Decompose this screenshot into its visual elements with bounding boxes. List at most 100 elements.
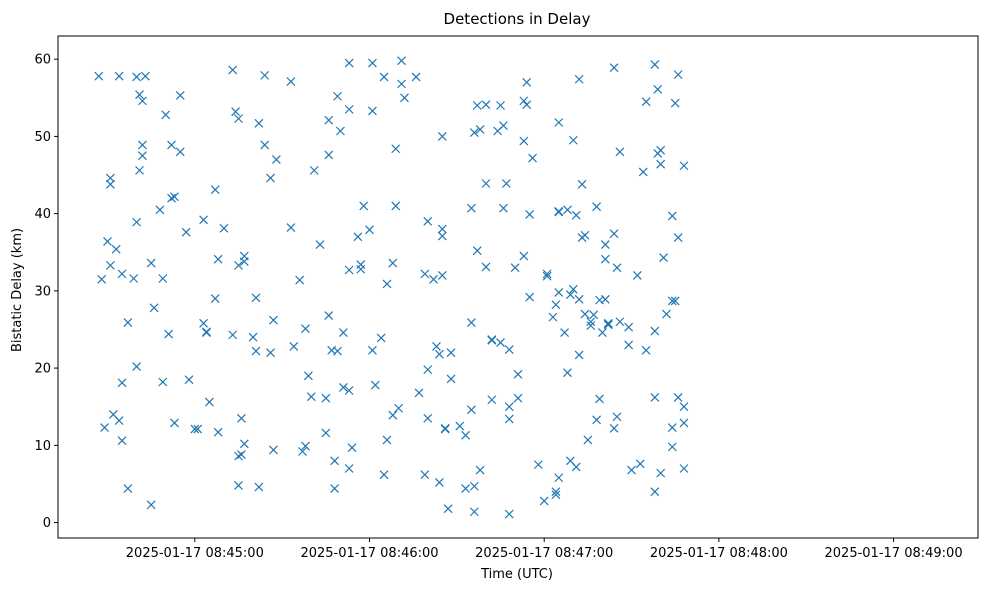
data-point-marker <box>303 371 313 381</box>
data-point-marker <box>632 270 642 280</box>
data-point-marker <box>598 328 607 337</box>
data-point-marker <box>420 470 430 480</box>
data-point-marker <box>589 310 599 320</box>
data-point-marker <box>103 237 112 246</box>
data-point-marker <box>466 203 476 213</box>
data-point-marker <box>592 415 602 425</box>
data-point-marker <box>670 296 680 306</box>
y-tick-label: 50 <box>34 130 51 145</box>
data-point-marker <box>210 294 220 304</box>
data-point-marker <box>612 412 622 422</box>
data-point-marker <box>391 201 401 211</box>
data-point-marker <box>627 465 636 475</box>
data-point-marker <box>155 205 165 215</box>
data-point-marker <box>469 128 479 137</box>
y-tick-label: 0 <box>43 516 51 531</box>
data-point-marker <box>105 179 115 189</box>
data-point-marker <box>434 477 444 487</box>
data-point-marker <box>434 349 444 359</box>
data-point-marker <box>114 71 124 81</box>
plot-frame <box>57 35 979 539</box>
data-point-marker <box>181 227 191 237</box>
data-point-marker <box>580 309 590 319</box>
data-point-marker <box>423 413 433 423</box>
data-point-marker <box>423 365 433 375</box>
data-point-marker <box>522 100 532 110</box>
data-point-marker <box>251 293 261 303</box>
data-point-marker <box>146 258 156 268</box>
data-point-marker <box>356 264 366 274</box>
data-point-marker <box>432 342 441 351</box>
data-point-marker <box>513 393 523 403</box>
data-point-marker <box>333 346 342 356</box>
data-point-marker <box>667 211 677 221</box>
data-point-marker <box>501 179 511 188</box>
data-point-marker <box>135 90 144 100</box>
data-point-marker <box>595 394 604 404</box>
data-point-marker <box>600 240 610 249</box>
data-point-marker <box>472 246 482 256</box>
data-point-marker <box>199 318 208 328</box>
data-point-marker <box>411 72 421 82</box>
x-tick-label: 2025-01-17 08:49:00 <box>825 546 963 561</box>
data-point-marker <box>391 144 401 154</box>
y-tick-label: 60 <box>34 53 51 68</box>
data-point-marker <box>321 428 331 438</box>
y-tick-label: 20 <box>34 362 51 377</box>
x-tick-label: 2025-01-17 08:46:00 <box>300 546 438 561</box>
data-point-marker <box>269 445 278 455</box>
data-point-marker <box>600 254 610 264</box>
data-point-marker <box>513 369 523 379</box>
data-point-marker <box>239 439 249 449</box>
data-point-marker <box>286 77 296 86</box>
data-point-marker <box>420 269 430 279</box>
data-point-marker <box>638 167 648 177</box>
data-point-marker <box>123 318 133 327</box>
data-point-marker <box>496 101 505 110</box>
data-point-marker <box>170 418 179 428</box>
data-point-marker <box>295 275 305 285</box>
data-point-marker <box>551 490 561 500</box>
data-point-marker <box>117 436 127 446</box>
data-point-marker <box>379 470 389 480</box>
data-point-marker <box>673 70 683 80</box>
data-point-marker <box>379 72 389 82</box>
data-point-marker <box>542 269 552 279</box>
data-point-marker <box>315 240 325 249</box>
data-point-marker <box>662 309 671 319</box>
data-point-marker <box>164 329 174 339</box>
data-point-marker <box>600 294 610 304</box>
data-point-marker <box>624 322 634 332</box>
chart-title: Detections in Delay <box>444 10 591 28</box>
data-point-marker <box>400 93 409 103</box>
data-point-marker <box>286 223 296 232</box>
data-point-marker <box>158 377 168 387</box>
data-point-marker <box>368 345 377 355</box>
data-point-marker <box>510 263 520 273</box>
data-point-marker <box>234 451 243 461</box>
data-point-marker <box>481 179 491 188</box>
data-point-marker <box>574 294 584 304</box>
data-point-marker <box>609 63 619 73</box>
data-point-marker <box>568 284 578 294</box>
data-point-marker <box>344 386 354 395</box>
data-point-marker <box>656 145 666 155</box>
data-point-marker <box>429 274 438 284</box>
x-axis-ticks: 2025-01-17 08:45:00 2025-01-17 08:46:00 20… <box>126 538 963 561</box>
data-point-marker <box>475 465 485 475</box>
data-point-marker <box>266 173 275 183</box>
data-point-marker <box>679 418 689 428</box>
data-point-marker <box>344 464 354 473</box>
data-point-marker <box>167 193 176 203</box>
data-point-marker <box>132 72 142 82</box>
data-point-marker <box>111 244 121 254</box>
data-point-marker <box>560 328 570 337</box>
data-point-marker <box>254 118 264 128</box>
data-point-marker <box>499 121 508 131</box>
data-point-marker <box>228 65 238 75</box>
data-point-marker <box>338 382 348 392</box>
data-point-marker <box>446 348 456 358</box>
data-point-marker <box>679 161 689 171</box>
data-point-marker <box>554 118 564 127</box>
data-point-marker <box>504 414 514 424</box>
